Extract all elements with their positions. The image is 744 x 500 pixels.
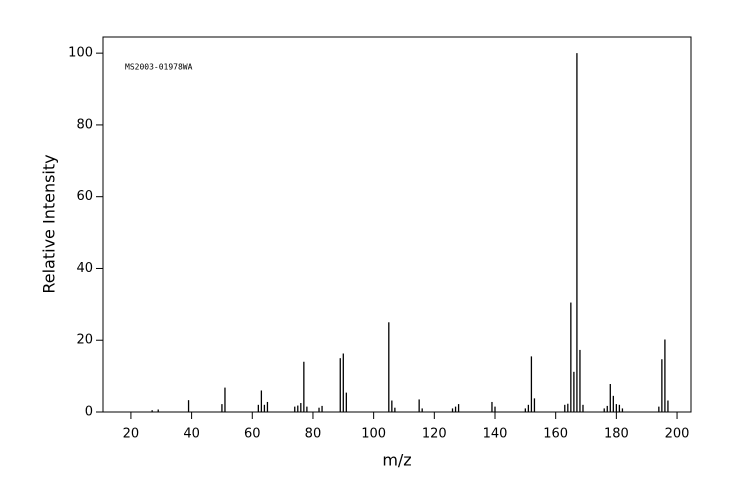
annotation: MS2003-01978WA (125, 63, 193, 72)
y-tick-label: 80 (76, 117, 93, 132)
x-tick-label: 160 (543, 427, 568, 442)
y-tick-label: 20 (76, 333, 93, 348)
x-tick-label: 20 (123, 427, 140, 442)
y-axis-label: Relative Intensity (40, 154, 59, 293)
x-tick-label: 200 (665, 427, 690, 442)
y-tick-label: 100 (68, 46, 93, 61)
y-tick-label: 0 (85, 405, 93, 420)
x-tick-label: 180 (604, 427, 629, 442)
x-tick-label: 120 (422, 427, 447, 442)
x-tick-label: 40 (183, 427, 200, 442)
x-tick-label: 100 (361, 427, 386, 442)
x-tick-label: 140 (483, 427, 508, 442)
x-axis-label: m/z (382, 451, 411, 470)
x-tick-label: 60 (244, 427, 261, 442)
plot-frame (102, 36, 692, 413)
y-tick-label: 60 (76, 189, 93, 204)
y-tick-label: 40 (76, 261, 93, 276)
x-tick-label: 80 (305, 427, 322, 442)
